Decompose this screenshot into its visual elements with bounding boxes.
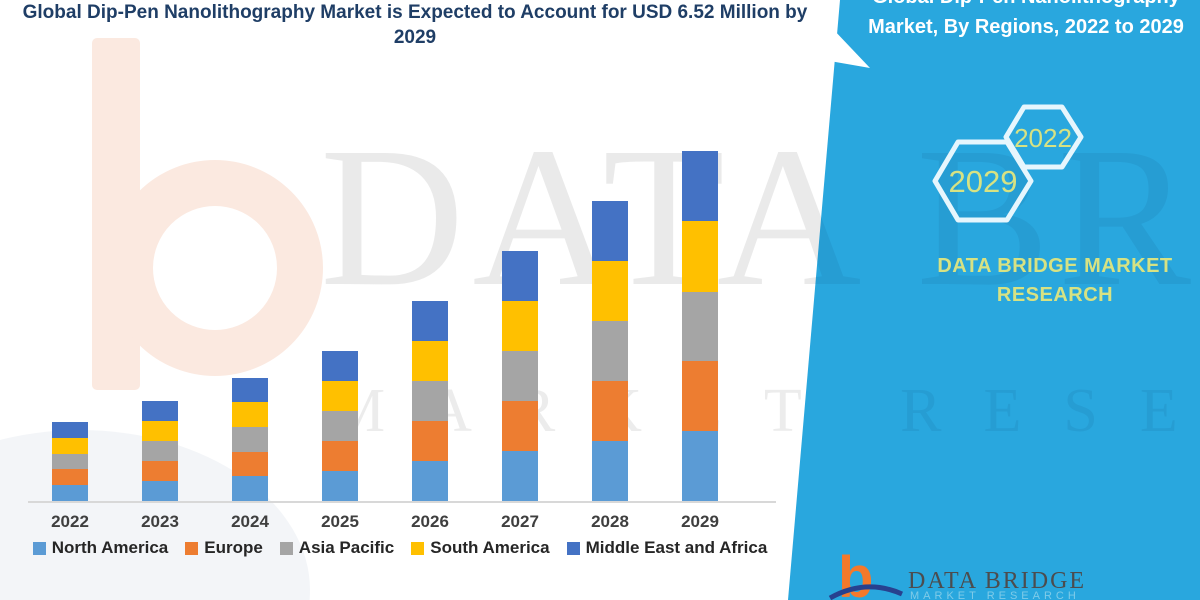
bar-2026-segment-middle-east-and-africa [412, 300, 448, 341]
legend: North America Europe Asia Pacific South Ame… [30, 538, 770, 558]
banner-heading: Global Dip-Pen Nanolithography Market, B… [868, 0, 1184, 38]
legend-label: Asia Pacific [298, 538, 395, 557]
bar-2026-segment-north-america [412, 460, 448, 501]
bar-2022 [52, 422, 88, 501]
bar-2028-segment-europe [592, 380, 628, 441]
bar-2024-segment-north-america [232, 476, 268, 501]
bar-2024-segment-europe [232, 451, 268, 477]
legend-swatch-icon [32, 541, 46, 555]
bar-2026-segment-south-america [412, 340, 448, 381]
footer-logo-bridge-icon [828, 584, 904, 600]
bar-2023-segment-north-america [142, 481, 178, 501]
x-axis-label-2022: 2022 [51, 512, 89, 531]
legend-item-asia-pacific: Asia Pacific [279, 538, 395, 558]
legend-item-europe: Europe [185, 538, 263, 558]
x-axis-label-2025: 2025 [321, 512, 359, 531]
hexagon-year-2022: 2022 [1014, 123, 1072, 153]
x-axis-label-2029: 2029 [681, 512, 719, 531]
bar-2022-segment-south-america [52, 437, 88, 454]
x-axis-label-2023: 2023 [141, 512, 179, 531]
legend-label: North America [51, 538, 169, 557]
bar-2025-segment-middle-east-and-africa [322, 351, 358, 381]
legend-label: South America [430, 538, 550, 557]
bar-2029-segment-north-america [682, 431, 718, 501]
legend-item-south-america: South America [411, 538, 550, 558]
bar-2022-segment-north-america [52, 485, 88, 501]
x-axis-line [28, 501, 776, 503]
bar-2024 [232, 378, 268, 501]
bar-2027-segment-south-america [502, 300, 538, 352]
bar-2028 [592, 200, 628, 501]
bar-2027-segment-asia-pacific [502, 351, 538, 402]
bar-2025-segment-europe [322, 440, 358, 471]
legend-swatch-icon [411, 541, 425, 555]
bar-2029-segment-europe [682, 361, 718, 432]
year-hexagons: 2029 2022 [932, 104, 1084, 223]
bar-2028-segment-north-america [592, 440, 628, 501]
footer-brand-text: DATA BRIDGE [908, 568, 1086, 594]
bar-2024-segment-asia-pacific [232, 426, 268, 452]
bar-2022-segment-middle-east-and-africa [52, 422, 88, 438]
bar-2029-segment-middle-east-and-africa [682, 151, 718, 222]
legend-label: Middle East and Africa [585, 538, 768, 557]
watermark-text-row2-on-teal: MARKET RESEARCH [330, 377, 1200, 445]
hexagon-2022-icon [1003, 104, 1084, 170]
bar-2025 [322, 351, 358, 501]
bar-2027-segment-middle-east-and-africa [502, 250, 538, 301]
bar-2026-segment-europe [412, 420, 448, 461]
brand-name: DATA BRIDGE MARKET RESEARCH [930, 252, 1180, 310]
bar-2027-segment-europe [502, 401, 538, 452]
bar-2026-segment-asia-pacific [412, 380, 448, 421]
bar-2027 [502, 250, 538, 501]
bar-2023 [142, 401, 178, 501]
bar-2023-segment-south-america [142, 421, 178, 441]
hexagon-year-2029: 2029 [949, 164, 1018, 199]
chart-title: Global Dip-Pen Nanolithography Market is… [22, 2, 808, 48]
bar-2023-segment-middle-east-and-africa [142, 401, 178, 422]
legend-item-middle-east-and-africa: Middle East and Africa [566, 538, 768, 558]
x-axis-label-2024: 2024 [231, 512, 269, 531]
bar-2025-segment-asia-pacific [322, 410, 358, 441]
bar-2023-segment-asia-pacific [142, 440, 178, 461]
bar-2028-segment-middle-east-and-africa [592, 200, 628, 261]
bar-2026 [412, 300, 448, 501]
legend-swatch-icon [279, 541, 293, 555]
bar-2028-segment-asia-pacific [592, 320, 628, 381]
bar-2029-segment-asia-pacific [682, 291, 718, 362]
bar-2025-segment-north-america [322, 470, 358, 501]
bar-2025-segment-south-america [322, 380, 358, 411]
hexagon-2029-icon [932, 139, 1034, 223]
footer-logo: b DATA BRIDGE MARKET RESEARCH [828, 550, 1086, 600]
bar-2027-segment-north-america [502, 451, 538, 501]
x-axis-label-2027: 2027 [501, 512, 539, 531]
bar-2029-segment-south-america [682, 221, 718, 292]
footer-tagline-text: MARKET RESEARCH [910, 590, 1080, 600]
legend-swatch-icon [185, 541, 199, 555]
brand-line2: RESEARCH [996, 284, 1114, 306]
bar-2023-segment-europe [142, 460, 178, 482]
x-axis-label-2028: 2028 [591, 512, 629, 531]
x-axis-label-2026: 2026 [411, 512, 449, 531]
bar-2024-segment-middle-east-and-africa [232, 378, 268, 403]
bar-2022-segment-asia-pacific [52, 453, 88, 470]
legend-swatch-icon [566, 541, 580, 555]
bar-2029 [682, 151, 718, 501]
legend-label: Europe [204, 538, 263, 557]
legend-item-north-america: North America [32, 538, 169, 558]
bar-2022-segment-europe [52, 469, 88, 486]
brand-line1: DATA BRIDGE MARKET [937, 255, 1173, 277]
bar-2028-segment-south-america [592, 260, 628, 321]
bar-2024-segment-south-america [232, 402, 268, 427]
